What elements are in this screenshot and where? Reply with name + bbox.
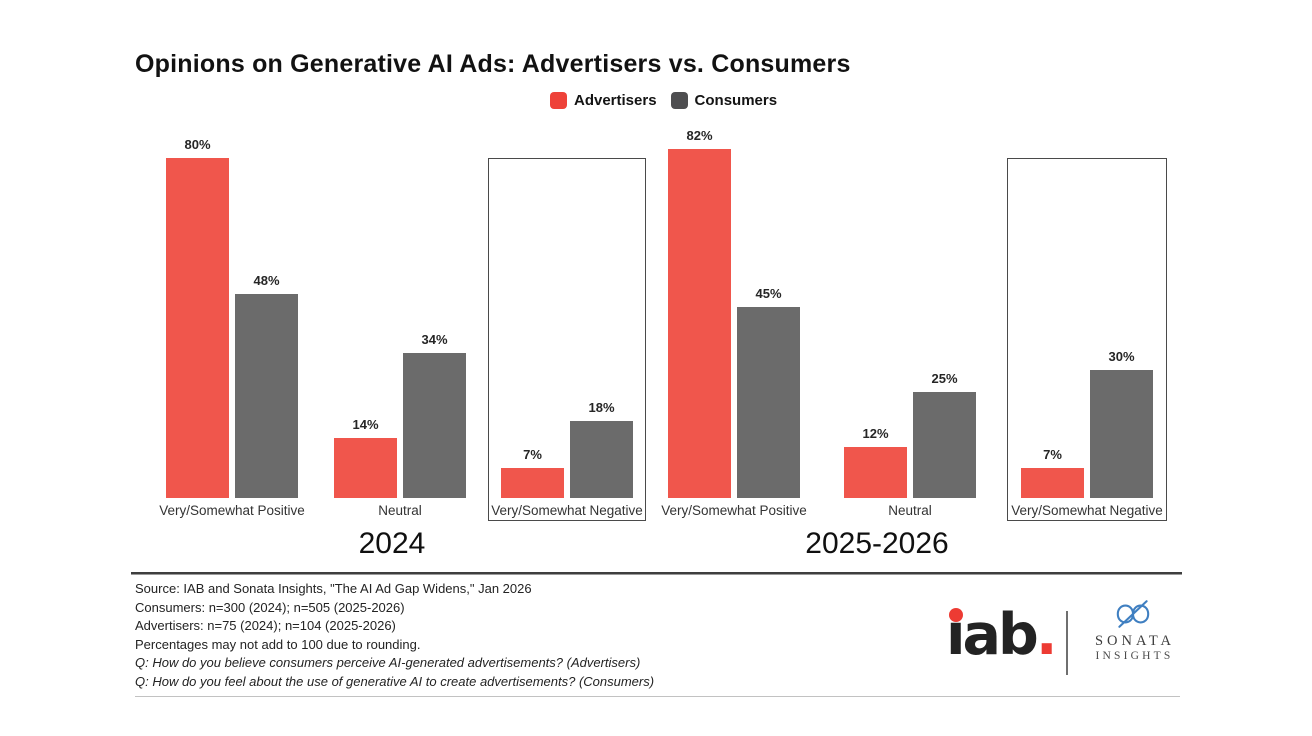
question-advertisers: Q: How do you believe consumers perceive… — [135, 655, 641, 670]
iab-logo-period: . — [1035, 602, 1058, 668]
2025-2026-very-somewhat-negative-consumers-bar — [1090, 370, 1153, 498]
2025-2026-very-somewhat-negative-label: Very/Somewhat Negative — [1011, 503, 1163, 518]
2024-very-somewhat-positive-advertisers-bar — [166, 158, 229, 498]
2024-very-somewhat-positive-consumers-bar — [235, 294, 298, 498]
sonata-insights-logo: SONATA INSIGHTS — [1080, 597, 1186, 662]
2024-very-somewhat-negative-consumers-value: 18% — [588, 400, 615, 415]
sonata-infinity-icon — [1116, 600, 1150, 628]
footnotes: Source: IAB and Sonata Insights, "The AI… — [135, 580, 654, 691]
2025-2026-very-somewhat-positive-label: Very/Somewhat Positive — [661, 503, 807, 518]
2024-very-somewhat-negative-advertisers-value: 7% — [523, 447, 542, 462]
2025-2026-very-somewhat-negative-advertisers-bar — [1021, 468, 1084, 498]
2024-very-somewhat-positive-consumers-value: 48% — [253, 273, 280, 288]
footer-divider — [131, 572, 1182, 575]
chart-legend: Advertisers Consumers — [550, 92, 777, 109]
rounding-note: Percentages may not add to 100 due to ro… — [135, 636, 421, 652]
2025-2026-very-somewhat-positive-consumers-value: 45% — [755, 286, 782, 301]
iab-logo-red-dot — [949, 608, 963, 622]
legend-label: Advertisers — [574, 92, 657, 109]
advertisers-sample-note: Advertisers: n=75 (2024); n=104 (2025-20… — [135, 618, 396, 633]
page-title: Opinions on Generative AI Ads: Advertise… — [135, 50, 851, 78]
legend-item-consumers: Consumers — [670, 92, 778, 109]
2025-2026-neutral-label: Neutral — [888, 503, 932, 518]
2025-2026-neutral-consumers-bar — [913, 392, 976, 498]
2025-2026-very-somewhat-negative-consumers-value: 30% — [1108, 349, 1135, 364]
2025-2026-very-somewhat-positive-advertisers-bar — [668, 149, 731, 498]
2025-2026-neutral-advertisers-value: 12% — [862, 426, 889, 441]
2025-2026-neutral-advertisers-bar — [844, 447, 907, 498]
2025-2026-very-somewhat-negative-advertisers-value: 7% — [1043, 447, 1062, 462]
2025-2026-group-label: 2025-2026 — [805, 527, 949, 560]
insights-wordmark: INSIGHTS — [1095, 650, 1174, 662]
source-note: Source: IAB and Sonata Insights, "The AI… — [135, 581, 532, 596]
2024-very-somewhat-negative-consumers-bar — [570, 421, 633, 498]
2025-2026-neutral-consumers-value: 25% — [931, 371, 958, 386]
question-consumers: Q: How do you feel about the use of gene… — [135, 673, 655, 689]
2024-group-label: 2024 — [358, 527, 426, 560]
2024-very-somewhat-positive-advertisers-value: 80% — [184, 137, 211, 152]
iab-logo: ıab. — [946, 604, 1057, 667]
2024-very-somewhat-positive-label: Very/Somewhat Positive — [159, 503, 305, 518]
2025-2026-very-somewhat-positive-consumers-bar — [737, 307, 800, 498]
consumers-sample-note: Consumers: n=300 (2024); n=505 (2025-202… — [135, 599, 405, 615]
2024-neutral-consumers-value: 34% — [421, 332, 448, 347]
advertisers-color-chip — [550, 92, 567, 109]
2024-neutral-consumers-bar — [403, 353, 466, 498]
legend-item-advertisers: Advertisers — [550, 92, 657, 109]
sonata-wordmark: SONATA — [1094, 633, 1176, 649]
logo-divider — [1066, 611, 1068, 675]
2024-neutral-advertisers-bar — [334, 438, 397, 498]
2024-neutral-label: Neutral — [378, 503, 422, 518]
2025-2026-very-somewhat-positive-advertisers-value: 82% — [686, 128, 713, 143]
bottom-divider — [135, 696, 1180, 697]
2024-neutral-advertisers-value: 14% — [352, 417, 379, 432]
consumers-color-chip — [670, 92, 688, 109]
2024-very-somewhat-negative-advertisers-bar — [501, 468, 564, 498]
legend-label: Consumers — [694, 92, 778, 109]
2024-very-somewhat-negative-label: Very/Somewhat Negative — [491, 503, 643, 518]
